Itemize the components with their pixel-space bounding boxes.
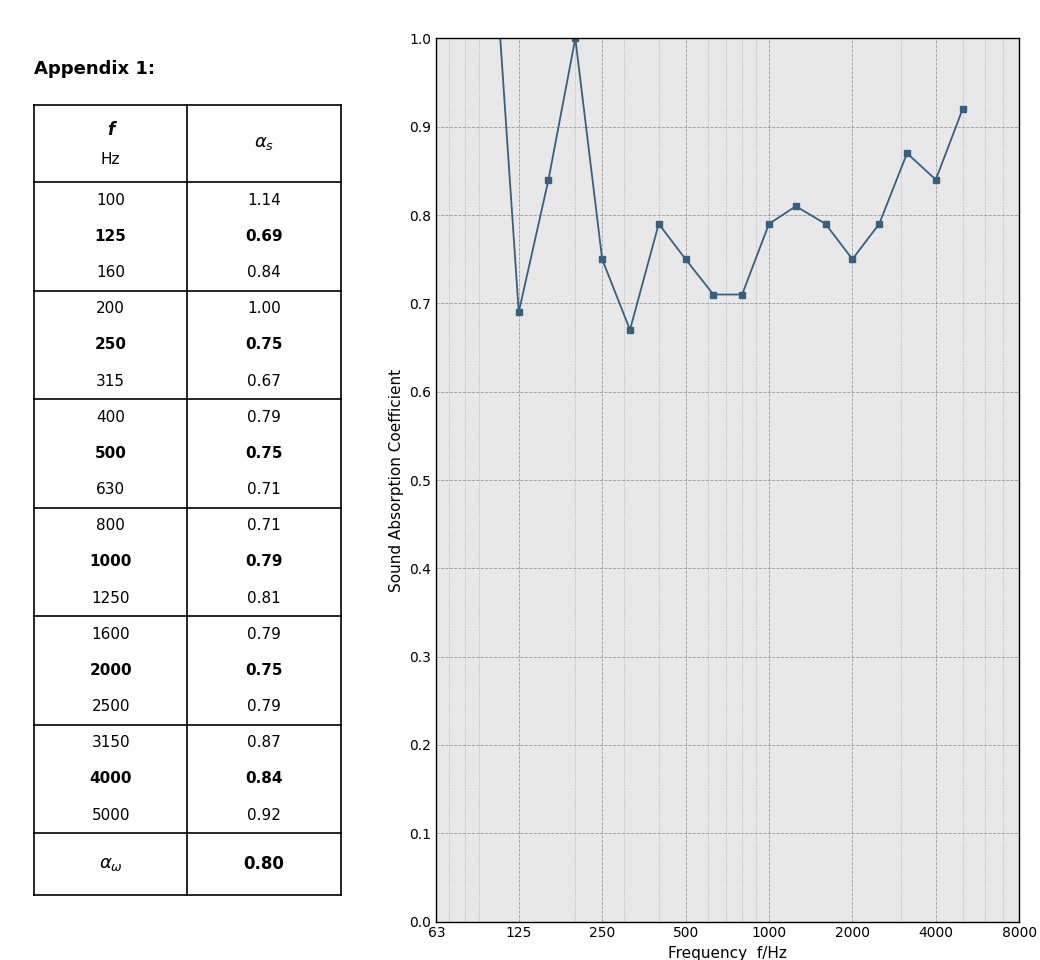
Text: 1000: 1000 xyxy=(89,554,132,569)
Text: 1.14: 1.14 xyxy=(248,193,281,207)
Text: 0.71: 0.71 xyxy=(248,518,281,533)
Text: 315: 315 xyxy=(97,373,125,389)
Text: 2500: 2500 xyxy=(92,699,130,714)
Y-axis label: Sound Absorption Coefficient: Sound Absorption Coefficient xyxy=(389,369,404,591)
Text: 0.79: 0.79 xyxy=(248,627,281,641)
Text: 100: 100 xyxy=(97,193,125,207)
Text: 0.67: 0.67 xyxy=(248,373,281,389)
Text: 4000: 4000 xyxy=(89,771,132,786)
Text: 200: 200 xyxy=(97,301,125,316)
Text: 5000: 5000 xyxy=(92,807,130,823)
Text: f: f xyxy=(107,121,114,139)
Text: 500: 500 xyxy=(95,445,127,461)
Text: 1600: 1600 xyxy=(92,627,130,641)
Text: 160: 160 xyxy=(97,265,125,280)
Text: 1250: 1250 xyxy=(92,590,130,606)
Text: 0.69: 0.69 xyxy=(245,228,283,244)
Text: 250: 250 xyxy=(95,337,127,352)
Text: $\alpha_s$: $\alpha_s$ xyxy=(254,134,274,153)
Text: 1.00: 1.00 xyxy=(248,301,281,316)
Text: 800: 800 xyxy=(97,518,125,533)
Text: $\alpha_\omega$: $\alpha_\omega$ xyxy=(99,855,123,873)
Text: 0.80: 0.80 xyxy=(243,855,284,873)
Text: 0.87: 0.87 xyxy=(248,735,281,750)
Text: 2000: 2000 xyxy=(89,662,132,678)
Text: Appendix 1:: Appendix 1: xyxy=(34,60,155,79)
Text: Hz: Hz xyxy=(101,152,121,167)
Text: 0.75: 0.75 xyxy=(245,337,283,352)
Text: 0.92: 0.92 xyxy=(248,807,281,823)
Text: 3150: 3150 xyxy=(92,735,130,750)
Text: 0.79: 0.79 xyxy=(245,554,283,569)
Text: 0.75: 0.75 xyxy=(245,445,283,461)
Text: 0.84: 0.84 xyxy=(245,771,283,786)
Text: 400: 400 xyxy=(97,410,125,424)
X-axis label: Frequency  f/Hz: Frequency f/Hz xyxy=(669,946,787,960)
Text: 0.84: 0.84 xyxy=(248,265,281,280)
Text: 125: 125 xyxy=(95,228,127,244)
Text: 0.75: 0.75 xyxy=(245,662,283,678)
Text: 0.71: 0.71 xyxy=(248,482,281,497)
Text: 0.79: 0.79 xyxy=(248,410,281,424)
Text: 630: 630 xyxy=(96,482,125,497)
Text: 0.81: 0.81 xyxy=(248,590,281,606)
Text: 0.79: 0.79 xyxy=(248,699,281,714)
